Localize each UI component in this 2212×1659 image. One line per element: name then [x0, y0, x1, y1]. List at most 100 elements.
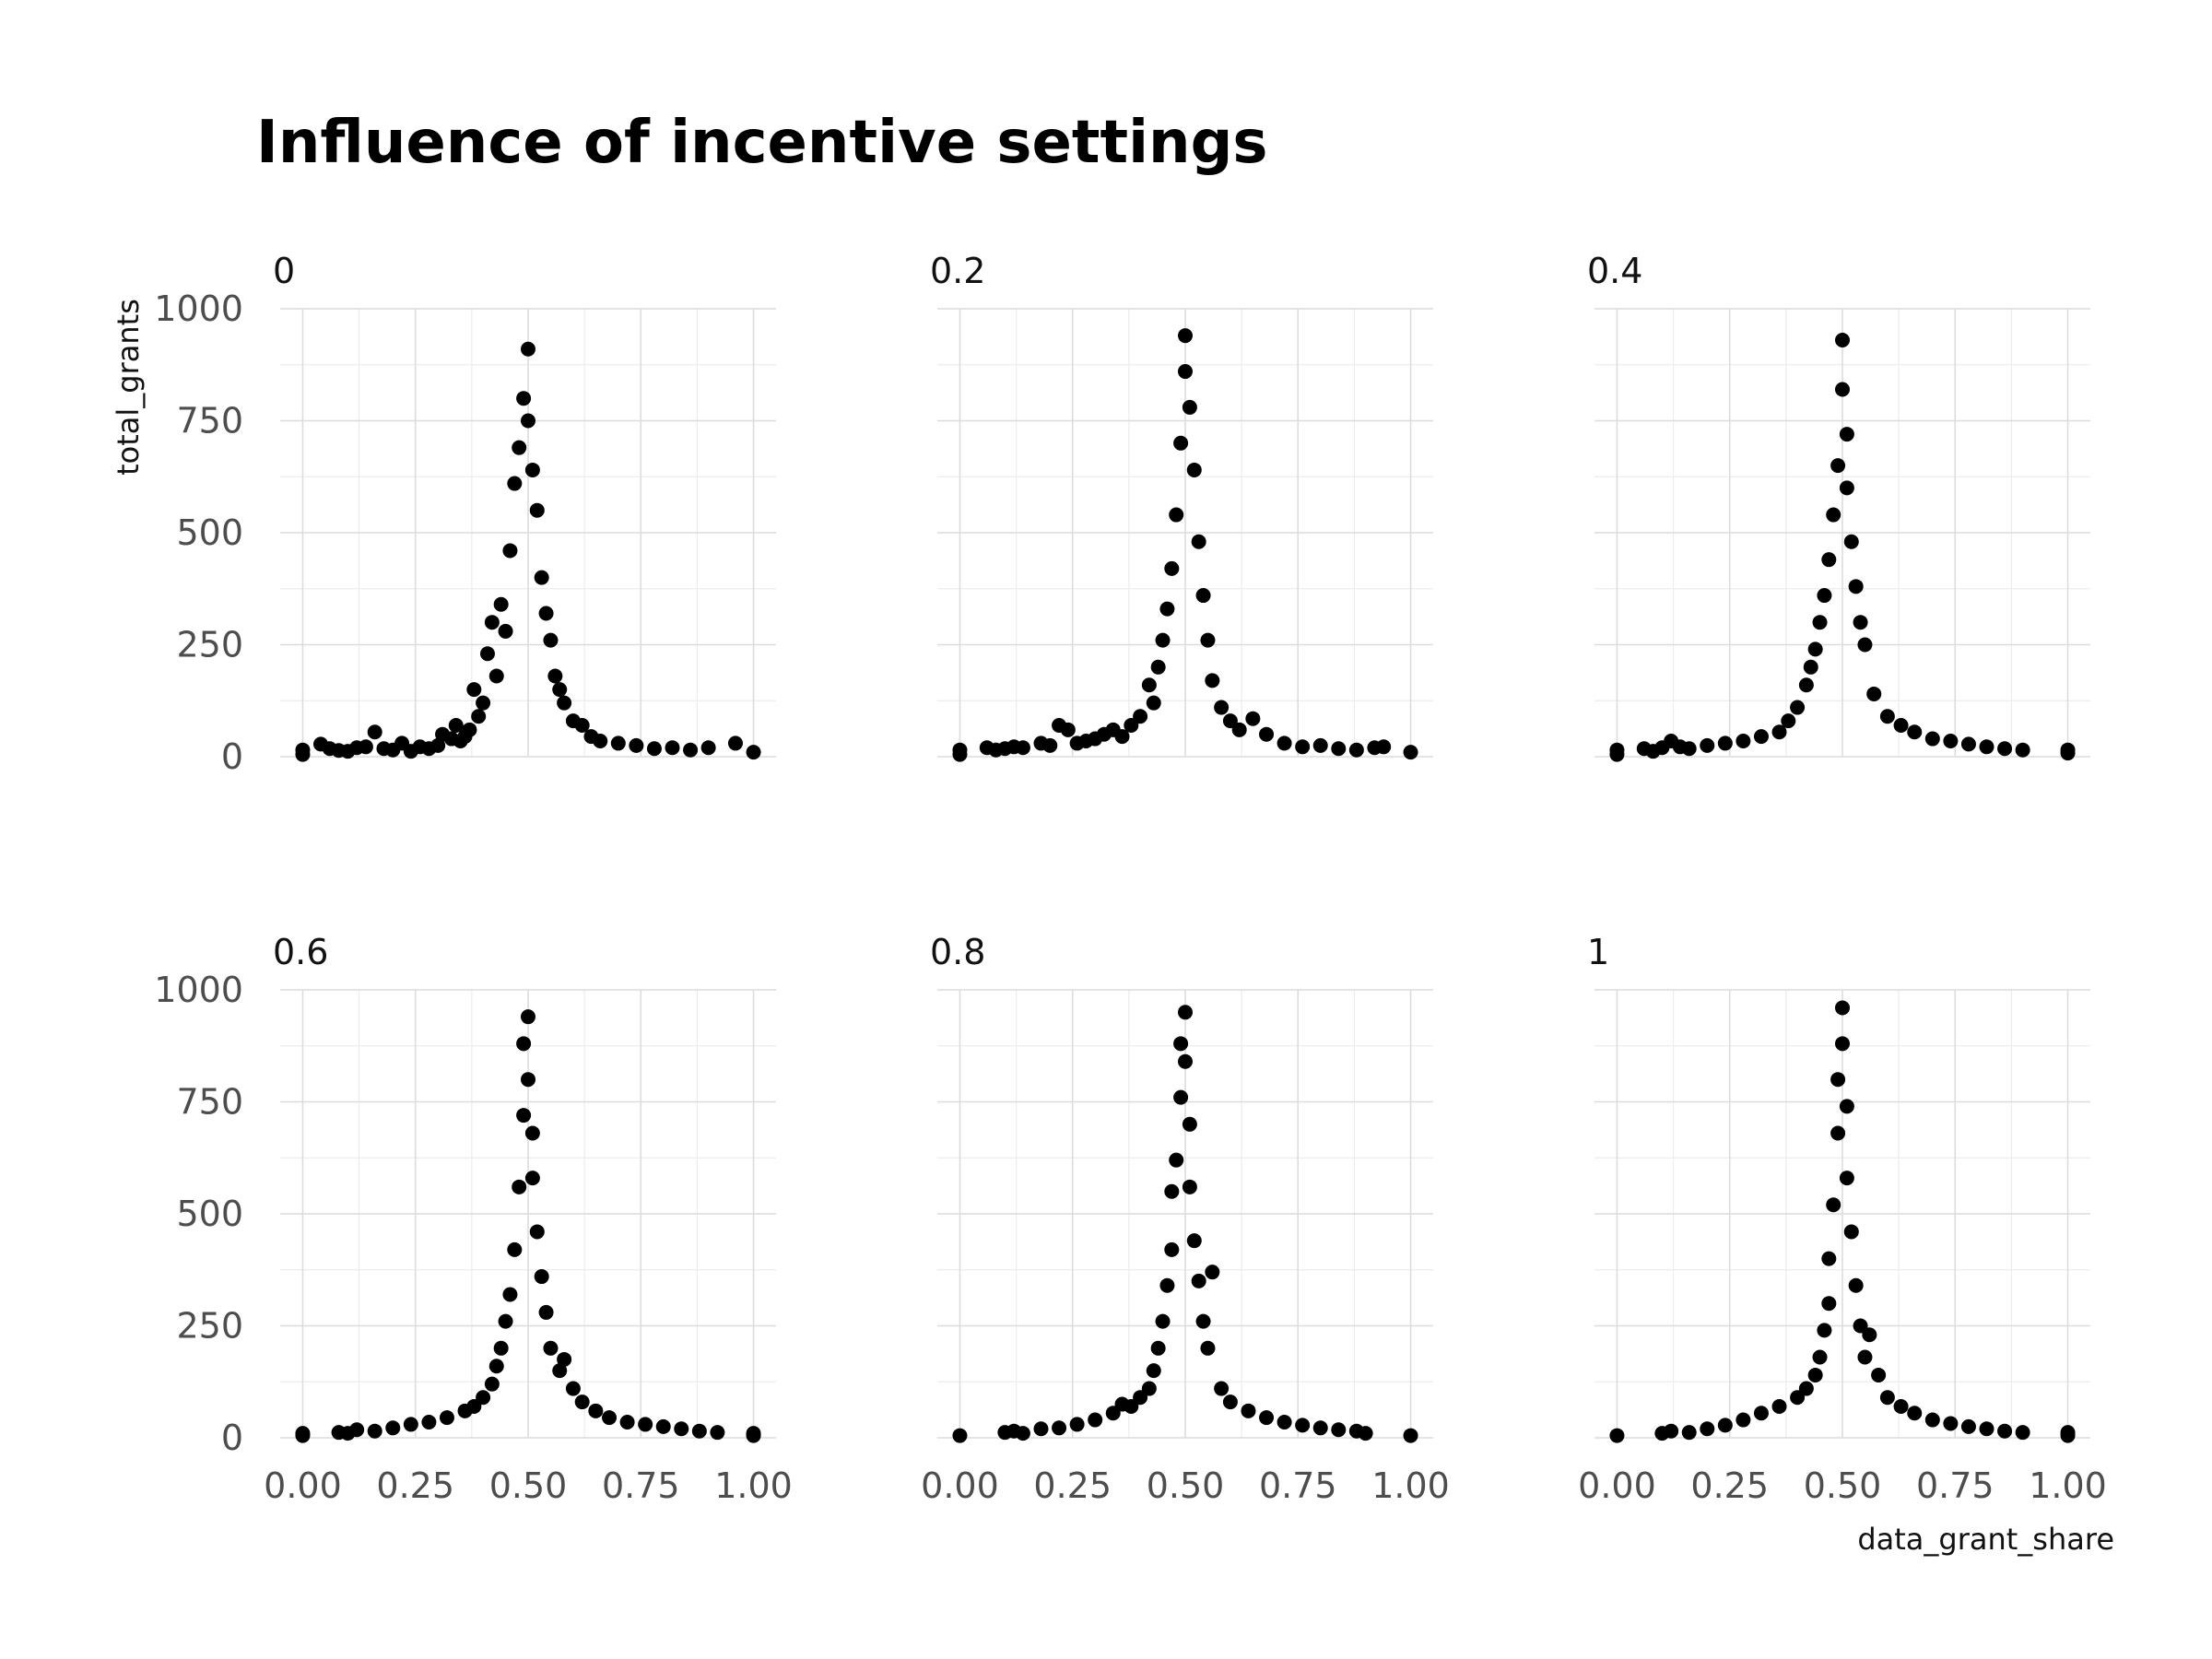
data-point	[619, 1414, 635, 1430]
data-point	[1241, 1403, 1256, 1418]
data-point	[521, 413, 535, 429]
data-point	[1169, 1152, 1184, 1168]
data-point	[552, 1363, 568, 1379]
data-point	[476, 1390, 491, 1406]
data-point	[1191, 1273, 1206, 1288]
facet-label: 1	[1587, 932, 1609, 972]
data-point	[521, 1009, 535, 1025]
data-point	[1853, 615, 1868, 630]
y-tick-label: 1000	[154, 970, 243, 1010]
y-tick-label: 1000	[154, 288, 243, 329]
data-point	[1195, 1313, 1211, 1329]
data-point	[1178, 1053, 1193, 1069]
data-point	[1807, 641, 1823, 657]
x-tick-label: 0.00	[1578, 1465, 1656, 1506]
data-point	[1245, 711, 1261, 726]
data-point	[479, 646, 495, 662]
y-tick-label: 750	[176, 1082, 243, 1123]
data-point	[543, 1340, 559, 1356]
y-axis-label: total_grants	[111, 299, 146, 476]
data-point	[471, 709, 487, 724]
data-point	[557, 1351, 572, 1367]
data-point	[1124, 717, 1139, 733]
x-tick-label: 1.00	[714, 1465, 793, 1506]
data-point	[574, 1394, 590, 1410]
data-point	[1798, 677, 1814, 693]
data-point	[1295, 1418, 1311, 1433]
data-point	[1790, 700, 1806, 715]
data-point	[488, 668, 504, 684]
data-point	[1997, 741, 2013, 757]
x-tick-label: 0.25	[1033, 1465, 1112, 1506]
data-point	[1178, 328, 1193, 344]
data-point	[1830, 1125, 1846, 1141]
data-point	[358, 739, 373, 755]
data-point	[1214, 1381, 1230, 1396]
data-point	[1358, 1426, 1373, 1441]
data-point	[1033, 1421, 1049, 1437]
data-point	[547, 668, 563, 684]
data-point	[1178, 1005, 1193, 1020]
data-point	[1830, 458, 1846, 474]
data-point	[484, 1376, 500, 1392]
data-point	[1141, 677, 1157, 693]
data-point	[1200, 632, 1216, 648]
data-point	[646, 741, 662, 757]
data-point	[1835, 1000, 1850, 1016]
data-point	[1312, 737, 1328, 753]
data-point	[524, 1125, 540, 1141]
data-point	[1848, 1277, 1864, 1293]
facet-panel: 0.6 0 250 500 750 1000 0.00 0.25 0.50 0.75 1.00	[154, 932, 793, 1506]
data-point	[1222, 713, 1238, 729]
data-point	[1879, 1390, 1895, 1406]
data-point	[1205, 1265, 1220, 1280]
data-point	[1924, 731, 1940, 747]
data-point	[1871, 1367, 1887, 1382]
data-point	[1943, 733, 1959, 748]
facet-label: 0.8	[930, 932, 985, 972]
x-tick-label: 0.00	[921, 1465, 999, 1506]
data-point	[1839, 1171, 1854, 1186]
data-point	[1717, 735, 1733, 751]
data-point	[1753, 729, 1769, 745]
data-point	[1609, 1428, 1625, 1443]
data-point	[1159, 601, 1175, 617]
data-point	[1403, 1428, 1418, 1443]
data-point	[1186, 1233, 1202, 1249]
data-point	[403, 1417, 418, 1432]
data-point	[746, 745, 761, 760]
data-point	[1781, 713, 1796, 729]
data-point	[1798, 1381, 1814, 1396]
facet-label: 0.6	[273, 932, 328, 972]
data-point	[367, 724, 382, 740]
data-point	[349, 1422, 365, 1438]
data-point	[700, 740, 716, 756]
data-point	[1376, 739, 1392, 755]
data-point	[1182, 1116, 1197, 1132]
data-point	[493, 1340, 509, 1356]
data-point	[448, 717, 464, 733]
data-point	[1924, 1412, 1940, 1428]
data-point	[1150, 659, 1166, 675]
data-point	[543, 632, 559, 648]
data-point	[466, 682, 482, 698]
data-point	[502, 543, 518, 559]
data-point	[691, 1423, 707, 1439]
data-point	[1960, 736, 1976, 752]
data-point	[1295, 739, 1311, 755]
data-point	[602, 1410, 618, 1426]
data-point	[1150, 1340, 1166, 1356]
data-point	[1979, 1421, 1994, 1437]
data-point	[1164, 1183, 1180, 1199]
data-point	[1178, 364, 1193, 380]
data-point	[1133, 1390, 1148, 1406]
data-point	[1943, 1416, 1959, 1431]
data-point	[1821, 1296, 1837, 1312]
data-point	[1191, 534, 1206, 549]
data-point	[727, 735, 743, 751]
data-point	[1609, 742, 1625, 758]
data-point	[538, 606, 554, 621]
data-point	[1817, 588, 1832, 604]
data-point	[1817, 1323, 1832, 1338]
